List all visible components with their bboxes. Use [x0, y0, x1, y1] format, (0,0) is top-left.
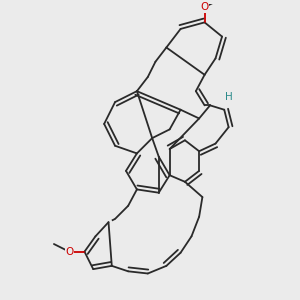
Text: O: O — [200, 2, 209, 12]
Text: H: H — [225, 92, 232, 102]
Text: O: O — [65, 247, 73, 257]
